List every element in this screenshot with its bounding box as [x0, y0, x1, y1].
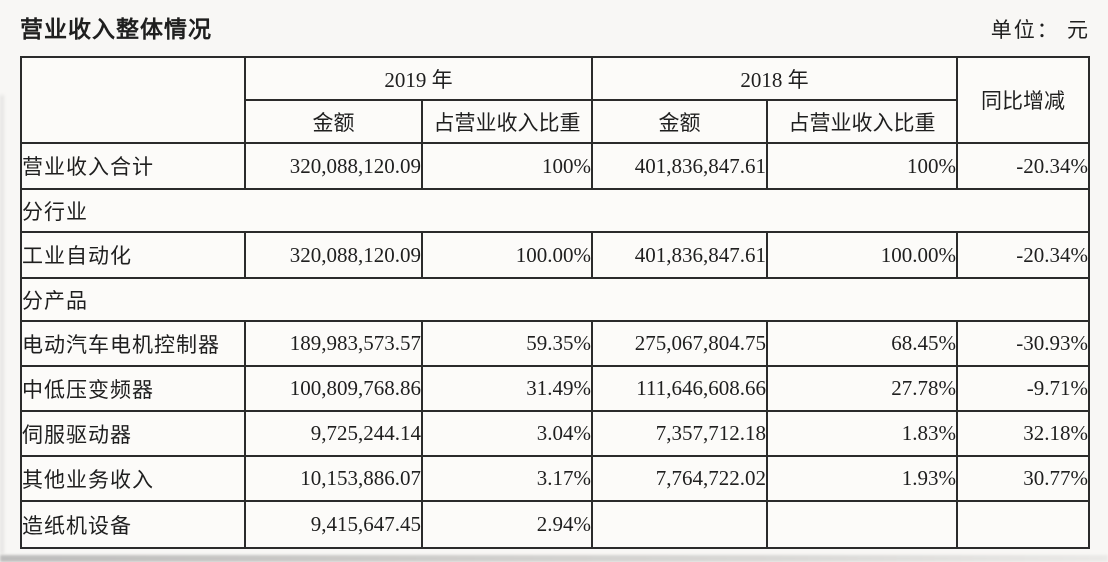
- table-row: 电动汽车电机控制器 189,983,573.57 59.35% 275,067,…: [20, 320, 1090, 367]
- cell-proportion-2019: 31.49%: [421, 365, 593, 412]
- cell-yoy: 32.18%: [956, 410, 1090, 457]
- table-row: 伺服驱动器 9,725,244.14 3.04% 7,357,712.18 1.…: [20, 410, 1090, 457]
- revenue-table: 2019 年 2018 年 同比增减 金额 占营业收入比重 金额 占营业收入比重…: [20, 56, 1090, 549]
- unit-label: 单位： 元: [990, 18, 1090, 42]
- scan-artifact-bottom-edge: [0, 555, 1108, 562]
- cell-amount-2018: 401,836,847.61: [591, 142, 768, 190]
- cell-proportion-2018: 100%: [766, 142, 958, 190]
- header-cell-2019: 2019 年: [244, 56, 593, 101]
- table-row: 工业自动化 320,088,120.09 100.00% 401,836,847…: [20, 231, 1090, 279]
- section-label: 分产品: [20, 277, 1090, 322]
- header-cell-yoy: 同比增减: [956, 56, 1090, 144]
- cell-proportion-2018: 27.78%: [766, 365, 958, 412]
- cell-proportion-2018: 1.93%: [766, 455, 958, 502]
- cell-amount-2019: 320,088,120.09: [244, 231, 423, 279]
- table-row-total: 营业收入合计 320,088,120.09 100% 401,836,847.6…: [20, 142, 1090, 190]
- row-label: 电动汽车电机控制器: [20, 320, 246, 367]
- cell-proportion-2019: 100.00%: [421, 231, 593, 279]
- cell-amount-2018: 7,764,722.02: [591, 455, 768, 502]
- section-row-product: 分产品: [20, 277, 1090, 322]
- scan-artifact-left-edge: [0, 95, 4, 554]
- cell-yoy: -20.34%: [956, 142, 1090, 190]
- cell-proportion-2018: 100.00%: [766, 231, 958, 279]
- cell-amount-2019: 100,809,768.86: [244, 365, 423, 412]
- cell-proportion-2018: [766, 500, 958, 549]
- row-label: 中低压变频器: [20, 365, 246, 412]
- cell-amount-2018: 275,067,804.75: [591, 320, 768, 367]
- cell-proportion-2018: 68.45%: [766, 320, 958, 367]
- cell-proportion-2019: 59.35%: [421, 320, 593, 367]
- row-label: 造纸机设备: [20, 500, 246, 549]
- header-cell-amount-2018: 金额: [591, 99, 768, 144]
- cell-proportion-2019: 3.17%: [421, 455, 593, 502]
- cell-amount-2019: 189,983,573.57: [244, 320, 423, 367]
- cell-amount-2018: 111,646,608.66: [591, 365, 768, 412]
- cell-amount-2018: 401,836,847.61: [591, 231, 768, 279]
- section-label: 分行业: [20, 188, 1090, 233]
- cell-amount-2018: [591, 500, 768, 549]
- page-title: 营业收入整体情况: [20, 17, 212, 42]
- cell-amount-2019: 10,153,886.07: [244, 455, 423, 502]
- cell-yoy: 30.77%: [956, 455, 1090, 502]
- cell-proportion-2019: 3.04%: [421, 410, 593, 457]
- cell-amount-2019: 320,088,120.09: [244, 142, 423, 190]
- cell-yoy: -30.93%: [956, 320, 1090, 367]
- header-cell-empty: [20, 56, 246, 144]
- cell-yoy: [956, 500, 1090, 549]
- cell-proportion-2018: 1.83%: [766, 410, 958, 457]
- header-cell-2018: 2018 年: [591, 56, 958, 101]
- section-row-industry: 分行业: [20, 188, 1090, 233]
- row-label: 工业自动化: [20, 231, 246, 279]
- header-cell-amount-2019: 金额: [244, 99, 423, 144]
- row-label: 其他业务收入: [20, 455, 246, 502]
- row-label: 伺服驱动器: [20, 410, 246, 457]
- cell-amount-2018: 7,357,712.18: [591, 410, 768, 457]
- cell-amount-2019: 9,725,244.14: [244, 410, 423, 457]
- table-row: 中低压变频器 100,809,768.86 31.49% 111,646,608…: [20, 365, 1090, 412]
- header-cell-proportion-2018: 占营业收入比重: [766, 99, 958, 144]
- header-cell-proportion-2019: 占营业收入比重: [421, 99, 593, 144]
- table-row: 造纸机设备 9,415,647.45 2.94%: [20, 500, 1090, 549]
- cell-proportion-2019: 2.94%: [421, 500, 593, 549]
- cell-yoy: -20.34%: [956, 231, 1090, 279]
- top-bar: 营业收入整体情况 单位： 元: [0, 0, 1108, 44]
- header-row-years: 2019 年 2018 年 同比增减: [20, 56, 1090, 144]
- row-label: 营业收入合计: [20, 142, 246, 190]
- cell-amount-2019: 9,415,647.45: [244, 500, 423, 549]
- cell-yoy: -9.71%: [956, 365, 1090, 412]
- table-row: 其他业务收入 10,153,886.07 3.17% 7,764,722.02 …: [20, 455, 1090, 502]
- header-row-measures: 金额 占营业收入比重 金额 占营业收入比重: [21, 99, 1089, 144]
- cell-proportion-2019: 100%: [421, 142, 593, 190]
